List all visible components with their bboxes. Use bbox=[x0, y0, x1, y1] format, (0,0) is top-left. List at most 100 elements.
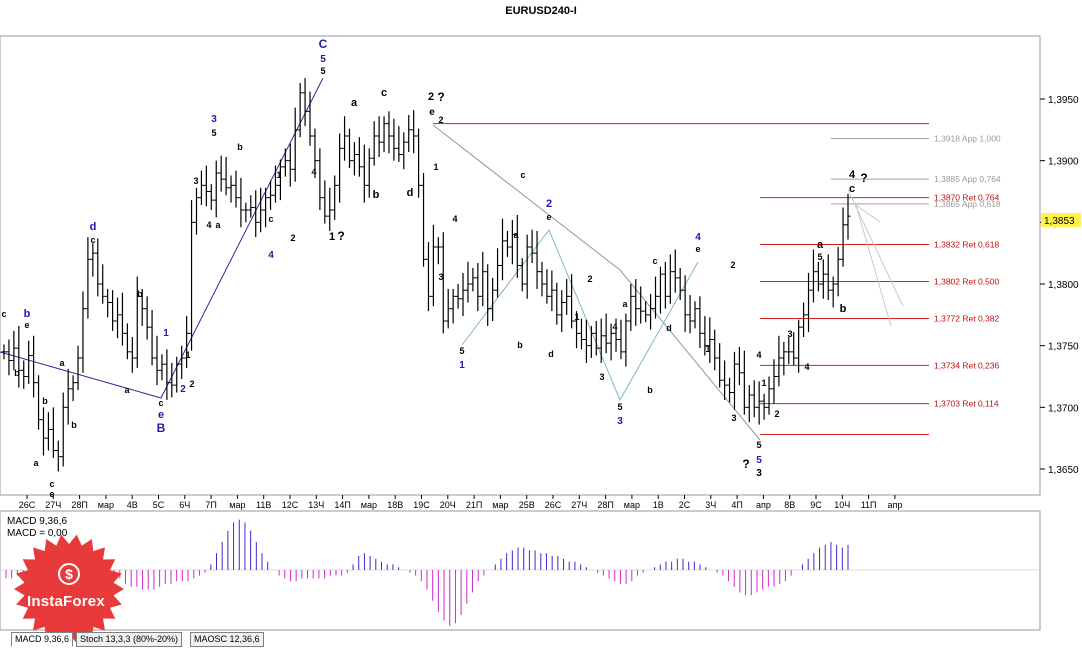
y-tick-label: 1,3900 bbox=[1048, 157, 1079, 168]
x-tick-label: 11В bbox=[256, 500, 271, 510]
wave-label: b bbox=[647, 385, 653, 395]
ohlc-bar bbox=[786, 337, 792, 365]
ohlc-bar bbox=[297, 82, 303, 138]
current-price-label: 1,3853 bbox=[1044, 216, 1075, 227]
ohlc-bar bbox=[361, 144, 367, 203]
x-tick-label: мар bbox=[98, 500, 114, 510]
ohlc-bar bbox=[376, 116, 382, 157]
ohlc-bar bbox=[796, 319, 802, 373]
ohlc-bar bbox=[638, 286, 644, 324]
ohlc-bar bbox=[569, 274, 575, 329]
wave-label: 2 bbox=[438, 115, 443, 125]
ohlc-bar bbox=[129, 337, 135, 373]
x-tick-label: 14П bbox=[334, 500, 350, 510]
time-axis: 26С 27Ч 28П мар 4В 5С 6Ч 7П мар 11В 12С 13Ч 14П мар 18… bbox=[19, 495, 902, 510]
ohlc-bar bbox=[302, 78, 308, 127]
ohlc-bar bbox=[263, 187, 269, 228]
wave-line-inner bbox=[461, 229, 699, 402]
ohlc-bar bbox=[692, 301, 698, 329]
x-tick-label: 6Ч bbox=[179, 500, 190, 510]
ohlc-bar bbox=[351, 142, 357, 176]
ohlc-bar bbox=[504, 230, 510, 257]
macd-label-main: MACD 9,36,6 bbox=[7, 516, 67, 527]
wave-label: 5 bbox=[617, 402, 622, 412]
wave-label: 4 bbox=[695, 232, 701, 243]
ohlc-bar bbox=[159, 354, 165, 381]
x-tick-label: мар bbox=[624, 500, 640, 510]
ohlc-bar bbox=[440, 232, 446, 334]
ohlc-bar bbox=[75, 345, 81, 391]
wave-label: a bbox=[513, 230, 519, 240]
fib-level-label: 1,3772 Ret 0,382 bbox=[934, 314, 999, 324]
wave-label: 4 bbox=[804, 362, 809, 372]
wave-label: 1 bbox=[574, 312, 579, 322]
wave-label: 2 bbox=[189, 379, 194, 389]
ohlc-bar bbox=[840, 207, 846, 267]
ohlc-bar bbox=[677, 267, 683, 301]
ohlc-bar bbox=[712, 329, 718, 371]
ohlc-bar bbox=[134, 276, 140, 368]
wave-label: 4 bbox=[268, 250, 274, 261]
wave-label: 1 bbox=[163, 328, 169, 339]
ohlc-bar bbox=[835, 247, 841, 297]
x-tick-label: 2С bbox=[679, 500, 691, 510]
ohlc-bar bbox=[761, 393, 767, 420]
ohlc-bar bbox=[45, 412, 51, 451]
ohlc-bar bbox=[820, 259, 826, 299]
wave-label: a bbox=[215, 220, 221, 230]
ohlc-bar bbox=[223, 156, 229, 196]
ohlc-bar bbox=[36, 375, 42, 430]
ohlc-bar bbox=[307, 91, 313, 146]
ohlc-bar bbox=[509, 219, 515, 265]
logo-text: InstaForex bbox=[27, 593, 105, 610]
wave-label: 5 bbox=[211, 128, 216, 138]
ohlc-bar bbox=[55, 440, 61, 472]
wave-label: e bbox=[695, 244, 700, 254]
wave-label: e bbox=[158, 409, 164, 421]
chart-title: EURUSD240-I bbox=[505, 5, 577, 17]
ohlc-bar bbox=[243, 202, 249, 223]
ohlc-bar bbox=[756, 381, 762, 425]
x-tick-label: 28П bbox=[71, 500, 87, 510]
ohlc-bar bbox=[115, 297, 121, 339]
ohlc-bar bbox=[736, 346, 742, 386]
ohlc-bar bbox=[633, 279, 639, 326]
x-tick-label: 26С bbox=[19, 500, 36, 510]
ohlc-bar bbox=[208, 184, 214, 210]
wave-label: 5 bbox=[817, 252, 822, 262]
ohlc-bar bbox=[21, 360, 27, 389]
ohlc-bar bbox=[682, 275, 688, 333]
svg-text:$: $ bbox=[65, 566, 73, 582]
wave-label: 1 bbox=[459, 360, 465, 371]
x-tick-label: апр bbox=[887, 500, 902, 510]
ohlc-bar bbox=[124, 323, 130, 360]
ohlc-bar bbox=[578, 318, 584, 350]
ohlc-bar bbox=[815, 261, 821, 292]
x-tick-label: 3Ч bbox=[705, 500, 716, 510]
ohlc-bar bbox=[287, 143, 293, 187]
wave-label: 4 bbox=[452, 214, 457, 224]
x-tick-label: мар bbox=[361, 500, 377, 510]
ohlc-bar bbox=[801, 302, 807, 338]
tab-macd[interactable]: MACD 9,36,6 bbox=[11, 632, 74, 647]
current-price-box bbox=[1041, 213, 1081, 227]
ohlc-bar bbox=[583, 319, 589, 363]
wave-label: c bbox=[158, 398, 163, 408]
wave-label: 2 bbox=[290, 233, 295, 243]
x-tick-label: 13Ч bbox=[308, 500, 324, 510]
ohlc-bar bbox=[662, 261, 668, 309]
ohlc-bar bbox=[16, 325, 22, 388]
ohlc-bar bbox=[766, 376, 772, 415]
wave-label: 3 bbox=[787, 329, 792, 339]
ohlc-bar bbox=[421, 173, 427, 267]
ohlc-bar bbox=[85, 237, 91, 319]
wave-label: 3 bbox=[617, 416, 623, 427]
ohlc-bar bbox=[164, 349, 170, 400]
tab-maosc[interactable]: MAOSC 12,36,6 bbox=[190, 632, 264, 647]
ohlc-bar bbox=[268, 180, 274, 210]
tab-stoch[interactable]: Stoch 13,3,3 (80%-20%) bbox=[76, 632, 183, 647]
ohlc-bar bbox=[184, 316, 190, 368]
wave-label: b bbox=[840, 303, 847, 315]
fib-level-label: 1,3865 App 0,618 bbox=[934, 199, 1001, 209]
wave-label: 3 bbox=[756, 468, 762, 479]
